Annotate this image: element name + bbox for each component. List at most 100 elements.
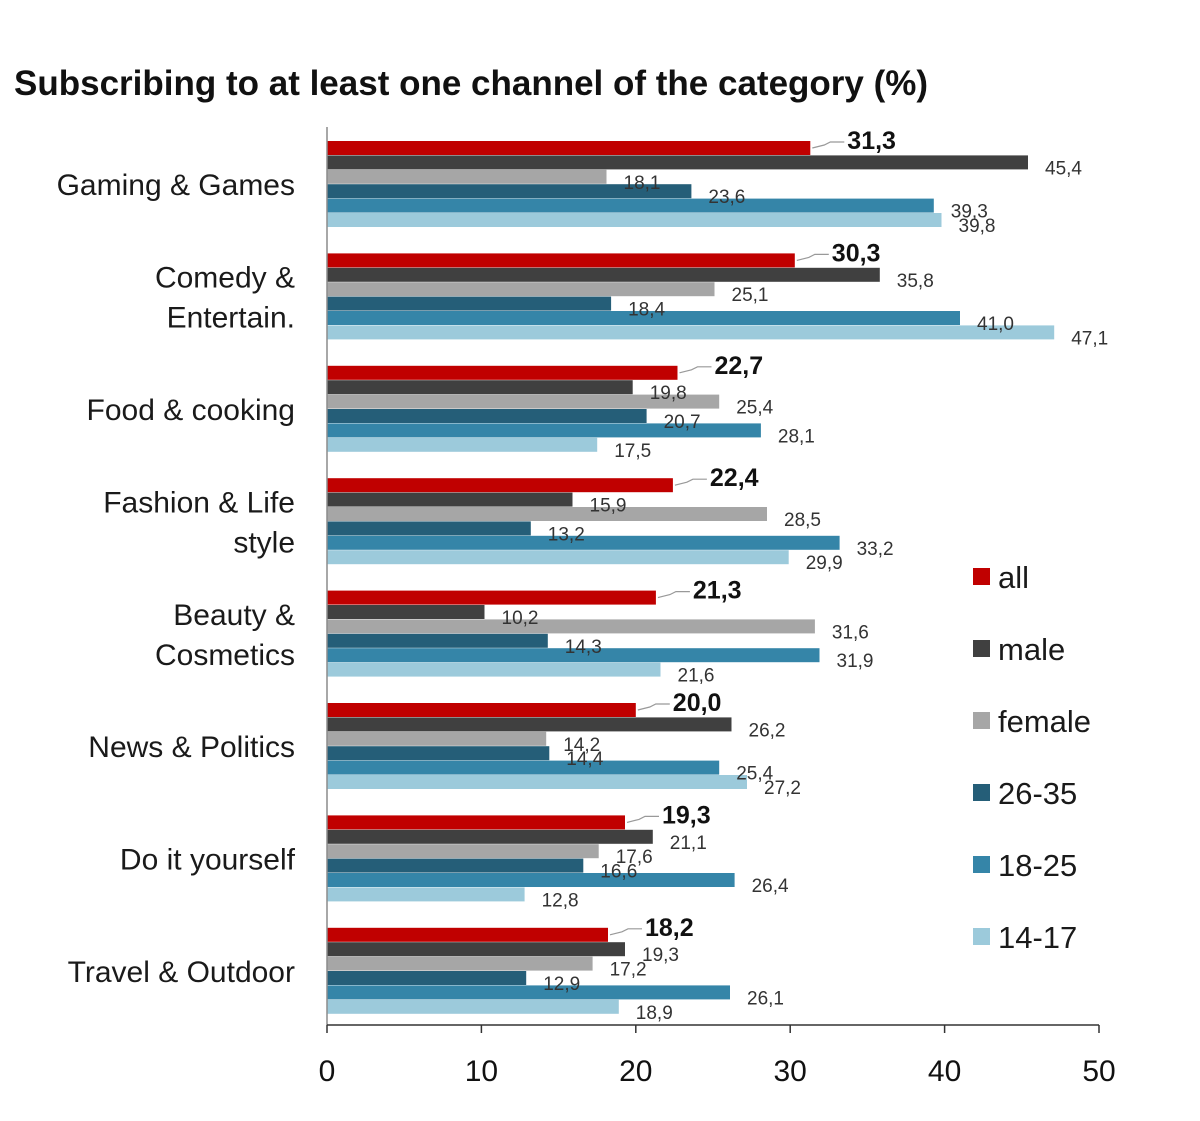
category-label-1-0: Comedy & [155, 262, 295, 295]
category-label-1-1: Entertain. [167, 302, 295, 335]
bar-26-35-7 [327, 971, 527, 985]
bar-all-5 [327, 703, 636, 717]
value-label-26-35-6: 16,6 [600, 862, 637, 883]
bar-male-2 [327, 380, 633, 395]
bar-14-17-0 [327, 213, 942, 227]
value-label-14-17-0: 39,8 [959, 216, 996, 237]
value-label-male-7: 19,3 [642, 945, 679, 966]
value-label-female-0: 18,1 [624, 173, 661, 194]
leader-line-3 [674, 478, 707, 486]
bar-18-25-7 [327, 985, 730, 1000]
bar-18-25-4 [327, 648, 820, 663]
legend-swatch-female [973, 712, 990, 729]
value-label-14-17-6: 12,8 [542, 890, 579, 911]
value-label-female-1: 25,1 [732, 285, 769, 306]
legend-swatch-male [973, 640, 990, 657]
legend: all male female 26-35 18-25 14-17 [973, 560, 1091, 955]
category-label-4-1: Cosmetics [155, 639, 295, 672]
value-label-18-25-2: 28,1 [778, 426, 815, 447]
category-label-5-0: News & Politics [88, 731, 295, 764]
bar-female-4 [327, 619, 815, 634]
x-tick-label-4: 40 [928, 1055, 961, 1088]
value-label-all-2: 22,7 [715, 352, 764, 380]
bar-male-6 [327, 829, 653, 844]
value-label-male-3: 15,9 [590, 496, 627, 517]
value-label-all-3: 22,4 [710, 464, 759, 492]
bar-14-17-7 [327, 999, 619, 1014]
bar-26-35-0 [327, 184, 692, 199]
bar-female-1 [327, 282, 715, 297]
value-label-14-17-5: 27,2 [764, 778, 801, 799]
bar-male-1 [327, 267, 880, 282]
bar-all-4 [327, 590, 656, 605]
legend-label-26-35: 26-35 [998, 776, 1077, 811]
value-label-all-5: 20,0 [673, 689, 722, 717]
value-label-male-1: 35,8 [897, 271, 934, 292]
bar-male-4 [327, 605, 485, 619]
bar-female-6 [327, 844, 599, 859]
bar-all-3 [327, 478, 673, 493]
value-label-female-4: 31,6 [832, 622, 869, 643]
value-label-female-7: 17,2 [610, 960, 647, 981]
category-label-7-0: Travel & Outdoor [68, 956, 295, 989]
value-label-all-7: 18,2 [645, 914, 694, 942]
value-label-18-25-5: 25,4 [736, 764, 773, 785]
value-label-male-2: 19,8 [650, 383, 687, 404]
legend-label-all: all [998, 560, 1029, 595]
value-label-all-6: 19,3 [662, 801, 711, 829]
x-tick-label-2: 20 [619, 1055, 652, 1088]
legend-swatch-all [973, 568, 990, 585]
legend-label-18-25: 18-25 [998, 848, 1077, 883]
category-label-4-0: Beauty & [173, 599, 295, 632]
bar-male-7 [327, 942, 625, 957]
bar-all-2 [327, 365, 678, 380]
legend-swatch-14-17 [973, 928, 990, 945]
x-tick-label-0: 0 [319, 1055, 336, 1088]
value-label-male-6: 21,1 [670, 833, 707, 854]
bar-18-25-5 [327, 760, 720, 775]
legend-label-male: male [998, 632, 1065, 667]
leader-line-7 [609, 928, 642, 936]
value-label-14-17-7: 18,9 [636, 1003, 673, 1024]
value-labels-group: 31,3 45,4 18,1 23,6 39,339,8 30,3 35,8 25,1 18,4… [502, 127, 1109, 1024]
value-label-18-25-1: 41,0 [977, 314, 1014, 335]
value-label-26-35-3: 13,2 [548, 524, 585, 545]
category-label-6-0: Do it yourself [120, 844, 296, 877]
bar-male-0 [327, 155, 1028, 170]
value-label-male-4: 10,2 [502, 608, 539, 629]
category-label-0-0: Gaming & Games [57, 169, 295, 202]
chart-title: Subscribing to at least one channel of t… [14, 64, 928, 103]
value-label-26-35-4: 14,3 [565, 637, 602, 658]
bar-all-0 [327, 141, 811, 155]
bar-18-25-2 [327, 423, 761, 438]
bar-female-3 [327, 507, 767, 521]
value-label-all-1: 30,3 [832, 239, 881, 267]
value-label-male-5: 26,2 [749, 720, 786, 741]
bar-14-17-4 [327, 662, 661, 677]
leader-line-0 [812, 141, 845, 149]
bar-female-7 [327, 956, 593, 971]
leader-line-1 [796, 253, 829, 261]
value-label-all-4: 21,3 [693, 577, 742, 605]
legend-label-female: female [998, 704, 1091, 739]
bar-female-2 [327, 394, 720, 409]
value-label-14-17-2: 17,5 [614, 441, 651, 462]
bar-14-17-1 [327, 325, 1055, 340]
bar-female-0 [327, 169, 607, 184]
bar-26-35-3 [327, 521, 531, 536]
value-label-male-0: 45,4 [1045, 158, 1082, 179]
bar-14-17-3 [327, 550, 789, 565]
leader-line-5 [637, 703, 670, 711]
bar-26-35-6 [327, 858, 584, 873]
bar-26-35-1 [327, 296, 612, 311]
bar-14-17-6 [327, 887, 525, 902]
value-label-26-35-0: 23,6 [708, 187, 745, 208]
value-label-14-17-4: 21,6 [678, 666, 715, 687]
leader-line-6 [626, 815, 659, 823]
value-label-all-0: 31,3 [847, 127, 896, 155]
value-label-female-6: 17,6 [616, 847, 653, 868]
bar-14-17-5 [327, 775, 747, 789]
legend-label-14-17: 14-17 [998, 920, 1077, 955]
bar-18-25-3 [327, 535, 840, 550]
